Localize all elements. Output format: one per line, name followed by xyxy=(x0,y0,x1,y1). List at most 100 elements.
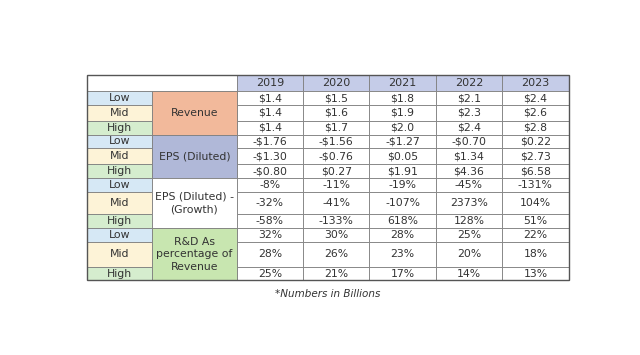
Text: 20%: 20% xyxy=(457,249,481,259)
Text: -8%: -8% xyxy=(259,180,280,190)
Bar xyxy=(369,178,436,192)
Bar xyxy=(303,164,369,178)
Bar xyxy=(88,75,237,91)
Text: -$1.76: -$1.76 xyxy=(252,136,287,147)
Bar xyxy=(303,148,369,164)
Text: High: High xyxy=(108,166,132,176)
Text: Low: Low xyxy=(109,136,131,147)
Text: $0.22: $0.22 xyxy=(520,136,551,147)
Text: Mid: Mid xyxy=(110,151,130,161)
Bar xyxy=(502,164,568,178)
Bar xyxy=(502,75,568,91)
Text: $2.73: $2.73 xyxy=(520,151,551,161)
Text: Mid: Mid xyxy=(110,108,130,118)
Bar xyxy=(303,242,369,267)
Text: Mid: Mid xyxy=(110,249,130,259)
Bar xyxy=(502,135,568,148)
Bar xyxy=(436,242,502,267)
Text: Mid: Mid xyxy=(110,198,130,208)
Bar xyxy=(152,91,237,135)
Bar xyxy=(237,121,303,135)
Text: 30%: 30% xyxy=(324,230,348,240)
Text: 23%: 23% xyxy=(390,249,415,259)
Bar xyxy=(303,105,369,121)
Text: Low: Low xyxy=(109,230,131,240)
Text: -107%: -107% xyxy=(385,198,420,208)
Bar xyxy=(369,135,436,148)
Text: 13%: 13% xyxy=(524,268,547,279)
Text: -$1.56: -$1.56 xyxy=(319,136,353,147)
Bar xyxy=(436,267,502,280)
Text: $2.1: $2.1 xyxy=(457,93,481,103)
Bar xyxy=(369,105,436,121)
Bar xyxy=(88,228,152,242)
Bar xyxy=(152,135,237,178)
Bar xyxy=(237,267,303,280)
Bar xyxy=(436,192,502,214)
Text: 17%: 17% xyxy=(390,268,415,279)
Text: 2019: 2019 xyxy=(255,78,284,88)
Bar xyxy=(502,192,568,214)
Text: $1.91: $1.91 xyxy=(387,166,418,176)
Text: EPS (Diluted) -
(Growth): EPS (Diluted) - (Growth) xyxy=(155,192,234,214)
Text: 2020: 2020 xyxy=(322,78,350,88)
Text: 22%: 22% xyxy=(524,230,547,240)
Bar xyxy=(369,192,436,214)
Text: $1.4: $1.4 xyxy=(258,93,282,103)
Bar xyxy=(502,105,568,121)
Bar xyxy=(88,214,152,228)
Bar xyxy=(237,192,303,214)
Text: 51%: 51% xyxy=(524,216,547,226)
Bar xyxy=(502,242,568,267)
Bar xyxy=(152,228,237,280)
Text: -133%: -133% xyxy=(319,216,354,226)
Bar xyxy=(88,135,152,148)
Text: 2021: 2021 xyxy=(388,78,417,88)
Bar xyxy=(436,75,502,91)
Text: -45%: -45% xyxy=(455,180,483,190)
Bar xyxy=(303,91,369,105)
Bar xyxy=(237,214,303,228)
Bar xyxy=(502,228,568,242)
Bar xyxy=(303,75,369,91)
Text: -$0.76: -$0.76 xyxy=(319,151,354,161)
Bar xyxy=(502,121,568,135)
Bar xyxy=(303,214,369,228)
Text: $1.4: $1.4 xyxy=(258,123,282,133)
Bar xyxy=(237,148,303,164)
Text: 25%: 25% xyxy=(258,268,282,279)
Text: $0.27: $0.27 xyxy=(321,166,351,176)
Text: $1.8: $1.8 xyxy=(390,93,415,103)
Text: Low: Low xyxy=(109,93,131,103)
Text: Revenue: Revenue xyxy=(171,108,218,118)
Text: $4.36: $4.36 xyxy=(454,166,484,176)
Text: 2022: 2022 xyxy=(455,78,483,88)
Bar xyxy=(502,91,568,105)
Bar xyxy=(369,242,436,267)
Text: 128%: 128% xyxy=(454,216,484,226)
Bar xyxy=(436,105,502,121)
Bar xyxy=(237,91,303,105)
Bar xyxy=(88,105,152,121)
Bar xyxy=(303,228,369,242)
Text: $2.4: $2.4 xyxy=(457,123,481,133)
Bar xyxy=(237,178,303,192)
Bar xyxy=(436,121,502,135)
Bar xyxy=(369,267,436,280)
Text: 26%: 26% xyxy=(324,249,348,259)
Bar xyxy=(237,242,303,267)
Bar xyxy=(303,135,369,148)
Bar xyxy=(369,228,436,242)
Bar xyxy=(237,228,303,242)
Bar xyxy=(303,178,369,192)
Text: $1.6: $1.6 xyxy=(324,108,348,118)
Bar xyxy=(502,214,568,228)
Bar xyxy=(237,75,303,91)
Bar xyxy=(502,267,568,280)
Text: 2023: 2023 xyxy=(521,78,550,88)
Bar xyxy=(436,214,502,228)
Text: -41%: -41% xyxy=(322,198,350,208)
Text: -$0.80: -$0.80 xyxy=(252,166,287,176)
Bar xyxy=(88,75,568,280)
Bar xyxy=(502,178,568,192)
